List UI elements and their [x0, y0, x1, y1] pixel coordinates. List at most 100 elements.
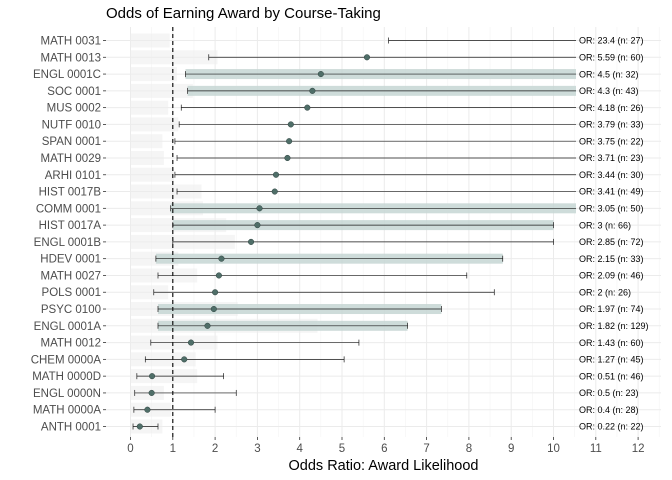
y-tick-label: MATH 0012	[40, 338, 101, 350]
x-axis-ticks: 0 1 2 3 4 5 6 7 8 9 10 11 12	[127, 437, 644, 455]
odds-ratio-annotation: OR: 3.41 (n: 49)	[579, 187, 644, 197]
x-tick-label: 0	[127, 443, 133, 455]
odds-ratio-annotation: OR: 4.3 (n: 43)	[579, 86, 639, 96]
y-tick-label: MATH 0027	[40, 270, 101, 282]
y-tick-label: NUTF 0010	[42, 119, 101, 131]
point-estimate	[284, 154, 291, 162]
odds-ratio-annotation: OR: 4.5 (n: 32)	[579, 69, 639, 79]
point-estimate	[215, 272, 222, 279]
sample-size-bar	[130, 67, 177, 82]
x-tick-label: 7	[423, 443, 429, 455]
y-tick-label: ENGL 0001B	[34, 237, 102, 249]
sample-size-bar	[130, 100, 169, 115]
sample-size-bar	[130, 134, 163, 149]
point-estimate	[136, 423, 143, 430]
x-tick-label: 10	[547, 443, 560, 455]
point-estimate	[256, 205, 263, 212]
point-estimates	[136, 54, 371, 430]
y-tick-label: HIST 0017A	[39, 220, 102, 232]
point-estimate	[148, 389, 155, 396]
odds-ratio-annotation: OR: 1.43 (n: 60)	[579, 338, 644, 348]
point-estimate	[287, 121, 294, 128]
odds-ratio-annotation: OR: 3.79 (n: 33)	[579, 120, 644, 130]
chart-title: Odds of Earning Award by Course-Taking	[106, 5, 381, 22]
point-estimate	[144, 406, 151, 413]
sample-size-bar	[130, 285, 169, 300]
odds-ratio-annotation: OR: 1.97 (n: 74)	[579, 304, 644, 314]
y-tick-label: MATH 0031	[40, 36, 101, 48]
odds-ratio-annotation: OR: 2.09 (n: 46)	[579, 271, 644, 281]
point-estimate	[363, 54, 371, 61]
odds-ratio-annotation: OR: 3 (n: 66)	[579, 220, 631, 230]
y-tick-label: CHEM 0000A	[31, 354, 102, 366]
x-tick-label: 12	[632, 443, 645, 455]
point-estimate	[309, 87, 316, 94]
x-tick-label: 6	[381, 443, 387, 455]
y-tick-label: PSYC 0100	[41, 304, 101, 316]
x-tick-label: 11	[590, 443, 602, 455]
sample-size-bar	[130, 184, 202, 199]
odds-ratio-annotation: OR: 4.18 (n: 26)	[579, 103, 644, 113]
y-axis-labels: MATH 0031 MATH 0013 ENGL 0001C SOC 0001 MUS …	[31, 36, 106, 434]
odds-ratio-annotation: OR: 3.75 (n: 22)	[579, 136, 644, 146]
y-tick-label: ANTH 0001	[41, 422, 101, 434]
y-tick-label: MATH 0029	[40, 153, 101, 165]
y-tick-label: MATH 0000A	[33, 405, 102, 417]
point-estimate	[149, 373, 156, 380]
error-bars	[132, 37, 576, 430]
odds-ratio-annotation: OR: 3.44 (n: 30)	[579, 170, 644, 180]
odds-ratio-annotation: OR: 3.05 (n: 50)	[579, 204, 644, 214]
odds-ratio-annotation: OR: 0.51 (n: 46)	[579, 371, 644, 381]
odds-ratio-annotation: OR: 2 (n: 26)	[579, 287, 631, 297]
sample-size-bar	[130, 167, 174, 182]
y-tick-label: POLS 0001	[42, 287, 101, 299]
y-tick-label: MATH 0000D	[32, 371, 101, 383]
point-estimate	[181, 356, 188, 363]
point-estimate	[271, 188, 278, 195]
point-estimate	[218, 255, 225, 262]
y-tick-label: COMM 0001	[36, 203, 101, 215]
point-estimate	[317, 71, 324, 78]
odds-ratio-annotation: OR: 23.4 (n: 27)	[579, 36, 644, 46]
y-tick-label: ENGL 0001A	[34, 321, 102, 333]
x-tick-label: 4	[296, 443, 303, 455]
sample-size-bar	[130, 50, 218, 65]
x-tick-label: 1	[170, 443, 176, 455]
point-estimate	[212, 289, 219, 296]
y-tick-label: MUS 0002	[47, 103, 101, 115]
y-tick-label: HIST 0017B	[39, 187, 102, 199]
odds-ratio-annotation: OR: 1.27 (n: 45)	[579, 355, 644, 365]
odds-ratio-annotation: OR: 0.5 (n: 23)	[579, 388, 639, 398]
point-estimate	[204, 322, 211, 329]
x-tick-label: 9	[508, 443, 514, 455]
y-tick-label: SOC 0001	[47, 86, 101, 98]
y-tick-label: ENGL 0001C	[33, 69, 101, 81]
x-tick-label: 5	[339, 443, 345, 455]
x-tick-label: 3	[254, 443, 260, 455]
sample-size-bar	[130, 33, 170, 48]
point-estimate	[286, 138, 293, 145]
point-estimate	[254, 222, 261, 229]
y-tick-label: ENGL 0000N	[33, 388, 101, 400]
odds-ratio-annotation: OR: 2.15 (n: 33)	[579, 254, 644, 264]
y-tick-label: ARHI 0101	[45, 170, 101, 182]
y-tick-label: MATH 0013	[40, 52, 101, 64]
annotations: OR: 23.4 (n: 27) OR: 5.59 (n: 60) OR: 4.5 …	[579, 36, 649, 432]
odds-ratio-annotation: OR: 0.4 (n: 28)	[579, 405, 639, 415]
point-estimate	[304, 104, 311, 111]
odds-ratio-annotation: OR: 1.82 (n: 129)	[579, 321, 649, 331]
x-tick-label: 2	[212, 443, 218, 455]
odds-ratio-annotation: OR: 2.85 (n: 72)	[579, 237, 644, 247]
point-estimate	[272, 171, 280, 178]
y-tick-label: HDEV 0001	[40, 254, 101, 266]
x-axis-title: Odds Ratio: Award Likelihood	[289, 458, 479, 474]
odds-ratio-annotation: OR: 5.59 (n: 60)	[579, 52, 644, 62]
odds-ratio-annotation: OR: 3.71 (n: 23)	[579, 153, 644, 163]
sample-size-bar	[130, 83, 193, 98]
point-estimate	[187, 339, 195, 346]
sample-size-bar	[130, 150, 164, 165]
x-tick-label: 8	[466, 443, 472, 455]
odds-ratio-annotation: OR: 0.22 (n: 22)	[579, 422, 644, 432]
